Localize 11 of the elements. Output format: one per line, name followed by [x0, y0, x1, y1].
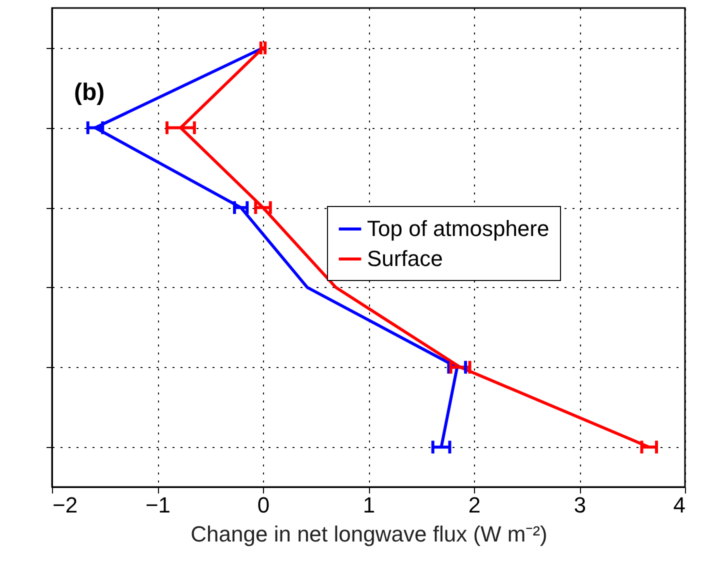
annotation: (b): [74, 79, 105, 106]
legend-label: Surface: [367, 246, 443, 271]
x-tick-label: 0: [257, 492, 270, 518]
x-tick-label: −2: [52, 492, 78, 518]
x-tick-label: 3: [574, 492, 586, 518]
x-tick-label: 1: [362, 492, 376, 518]
legend-label: Top of atmosphere: [367, 216, 550, 241]
x-axis-title: Change in net longwave flux (W m⁻²): [190, 522, 548, 546]
x-tick-label: −1: [145, 492, 171, 518]
x-tick-label: 4: [673, 492, 686, 518]
x-tick-label: 2: [468, 492, 481, 518]
